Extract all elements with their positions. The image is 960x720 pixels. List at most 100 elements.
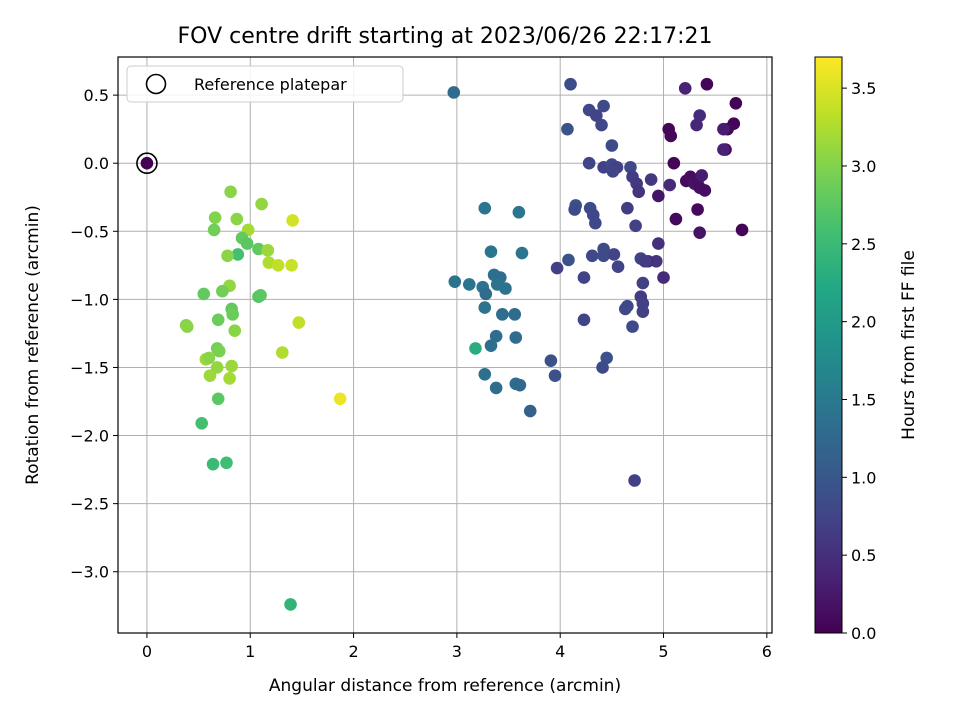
data-point xyxy=(678,82,692,95)
data-point xyxy=(562,253,575,267)
data-point xyxy=(231,248,245,261)
x-tick-label: 5 xyxy=(658,642,668,661)
data-point xyxy=(252,242,265,256)
data-point xyxy=(700,77,714,91)
data-points xyxy=(136,77,749,611)
data-point xyxy=(629,219,642,233)
data-point xyxy=(479,287,493,301)
data-point xyxy=(561,122,574,136)
data-point xyxy=(717,143,730,156)
data-point xyxy=(230,212,244,226)
data-point xyxy=(564,77,577,91)
data-point xyxy=(523,404,537,418)
y-axis-ticks: 0.5 0.0 −0.5 −1.0 −1.5 −2.0 −2.5 −3.0 xyxy=(70,86,118,582)
data-point xyxy=(628,474,641,487)
data-point xyxy=(180,320,194,333)
data-point xyxy=(240,237,254,250)
data-point xyxy=(489,381,503,395)
x-tick-label: 6 xyxy=(762,642,772,661)
data-point xyxy=(636,276,650,290)
data-point xyxy=(255,197,268,211)
data-point xyxy=(611,260,625,274)
data-point xyxy=(691,203,704,216)
data-point xyxy=(211,313,225,327)
data-point xyxy=(644,173,658,186)
data-point xyxy=(224,185,237,199)
data-point xyxy=(585,249,599,263)
colorbar-gradient xyxy=(814,56,843,634)
data-point xyxy=(618,302,632,316)
data-point xyxy=(626,320,639,333)
data-point xyxy=(202,351,216,365)
data-point xyxy=(669,212,683,226)
data-point xyxy=(207,223,221,237)
y-axis-label: Rotation from reference (arcmin) xyxy=(23,205,43,485)
data-point xyxy=(195,416,208,430)
data-point xyxy=(550,261,564,275)
data-point xyxy=(512,205,526,219)
data-point xyxy=(462,278,476,291)
data-point xyxy=(590,109,603,122)
x-tick-label: 3 xyxy=(452,642,462,661)
data-point xyxy=(292,316,306,329)
data-point xyxy=(208,211,222,224)
y-tick-label: −0.5 xyxy=(70,222,109,241)
data-point xyxy=(693,109,706,122)
y-tick-label: −2.5 xyxy=(70,495,109,514)
data-point xyxy=(223,372,236,385)
y-tick-label: −2.0 xyxy=(70,427,109,446)
data-point xyxy=(597,249,610,263)
colorbar-ticks: 0.0 0.5 1.0 1.5 2.0 2.5 3.0 3.5 xyxy=(842,79,876,643)
x-axis-ticks: 0 1 2 3 4 5 6 xyxy=(142,633,772,661)
colorbar-tick-label: 1.0 xyxy=(851,468,876,487)
data-point xyxy=(698,184,712,197)
data-point xyxy=(226,308,239,321)
data-point xyxy=(261,244,275,257)
x-tick-label: 1 xyxy=(245,642,255,661)
data-point xyxy=(663,178,677,192)
colorbar-tick-label: 0.0 xyxy=(851,624,876,643)
data-point xyxy=(206,457,220,471)
data-point xyxy=(693,226,706,239)
colorbar-tick-label: 3.5 xyxy=(851,79,876,98)
colorbar-tick-label: 2.5 xyxy=(851,235,876,254)
colorbar-tick-label: 1.5 xyxy=(851,390,876,409)
data-point xyxy=(478,367,492,381)
y-tick-label: 0.0 xyxy=(84,154,109,173)
data-point xyxy=(447,86,461,99)
data-point xyxy=(484,245,498,259)
data-point xyxy=(515,246,529,260)
data-point xyxy=(140,156,154,170)
data-point xyxy=(286,214,299,227)
data-point xyxy=(544,354,558,367)
x-tick-label: 2 xyxy=(348,642,358,661)
data-point xyxy=(690,118,703,132)
data-point xyxy=(212,344,226,358)
data-point xyxy=(597,99,610,113)
y-tick-label: 0.5 xyxy=(84,86,109,105)
colorbar-label: Hours from first FF file xyxy=(899,250,919,440)
data-point xyxy=(275,346,289,359)
data-point xyxy=(582,156,596,170)
data-point xyxy=(469,342,482,355)
chart-title: FOV centre drift starting at 2023/06/26 … xyxy=(178,24,713,49)
x-tick-label: 0 xyxy=(142,642,152,661)
data-point xyxy=(489,329,503,343)
data-point xyxy=(499,282,512,295)
data-point xyxy=(211,392,225,406)
data-point xyxy=(636,305,650,318)
data-point xyxy=(624,160,637,174)
data-point xyxy=(577,271,591,284)
data-point xyxy=(657,271,670,284)
data-point xyxy=(271,259,285,272)
data-point xyxy=(607,248,621,261)
data-point xyxy=(513,378,527,392)
data-point xyxy=(638,254,652,268)
legend-box xyxy=(126,65,404,103)
data-point xyxy=(197,287,211,301)
data-point xyxy=(203,369,217,382)
data-point xyxy=(596,361,609,374)
y-tick-label: −3.0 xyxy=(70,563,109,582)
data-point xyxy=(221,249,234,263)
